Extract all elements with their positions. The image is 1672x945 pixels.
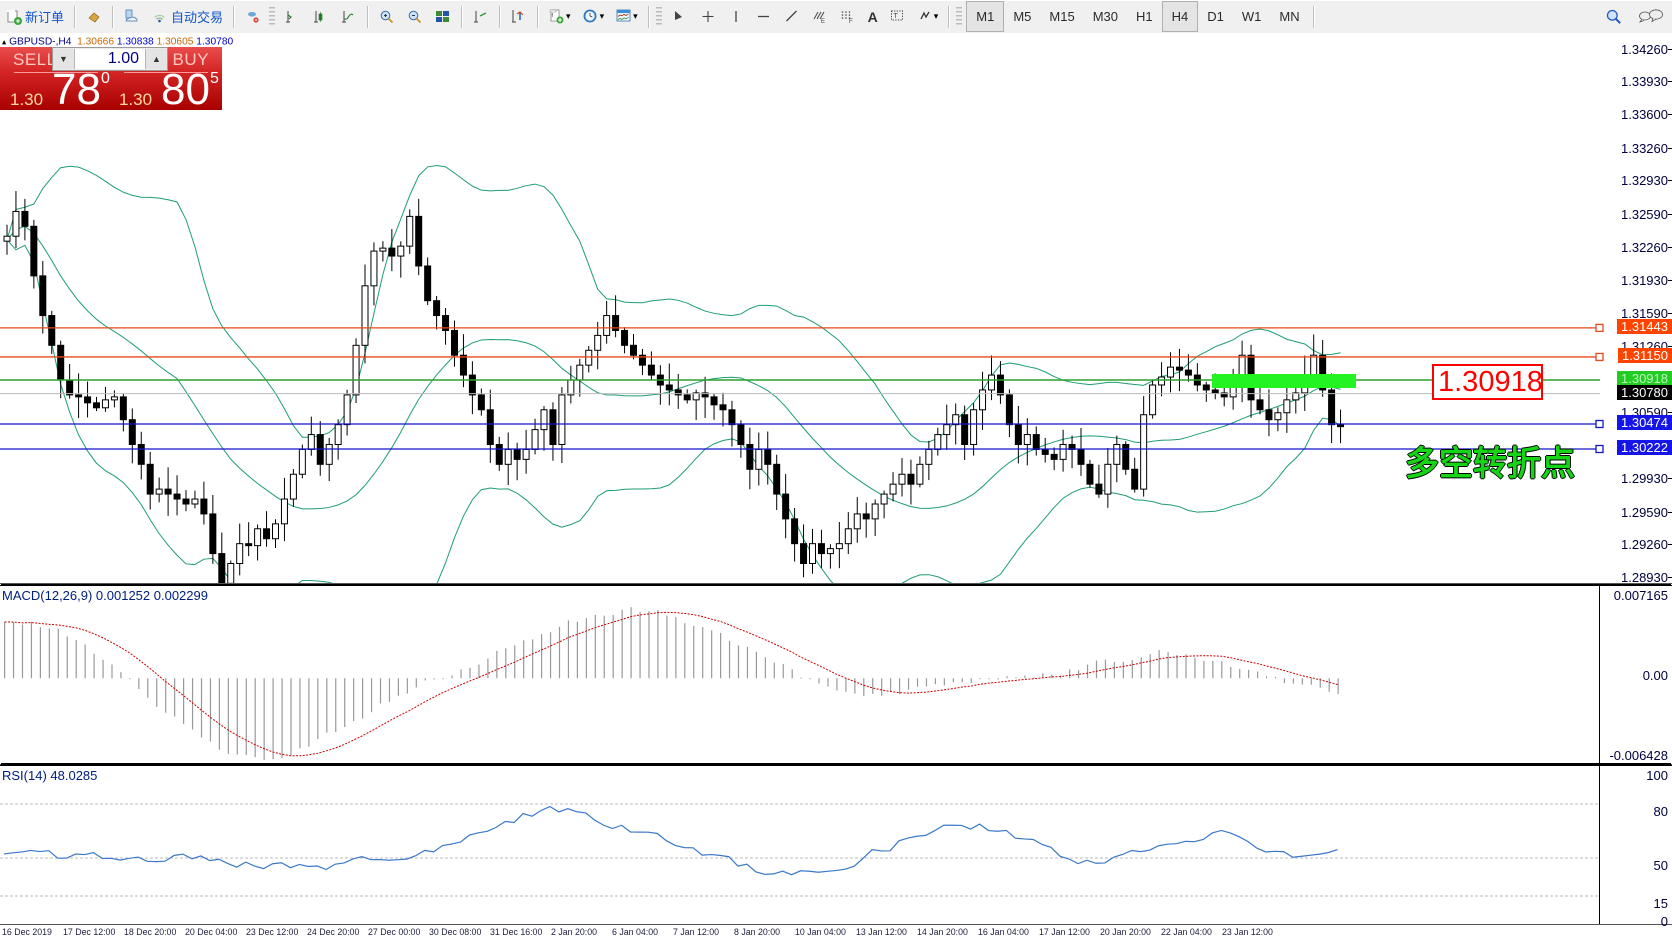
- svg-text:F: F: [849, 19, 853, 25]
- svg-text:E: E: [821, 19, 825, 25]
- svg-text:T: T: [893, 13, 898, 20]
